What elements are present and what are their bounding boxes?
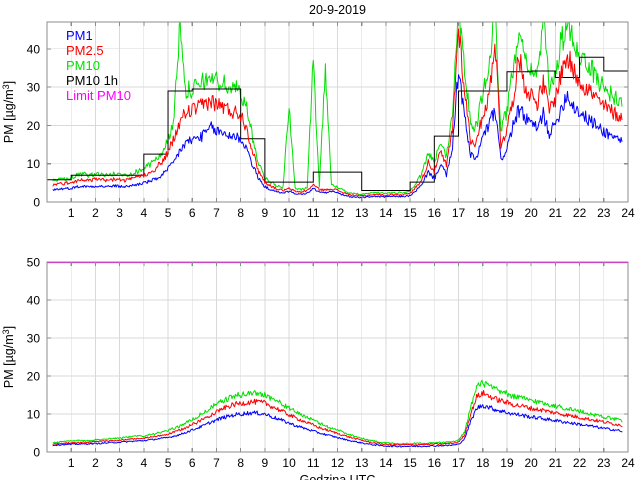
ytick-label: 50 [27, 256, 41, 270]
ytick-label: 30 [27, 332, 41, 346]
xtick-label: 22 [573, 206, 587, 220]
xtick-label: 15 [403, 456, 417, 470]
xtick-label: 5 [165, 456, 172, 470]
xtick-label: 12 [331, 206, 345, 220]
xtick-label: 18 [476, 206, 490, 220]
legend-entry-pm2-5: PM2.5 [66, 43, 104, 58]
xtick-label: 14 [379, 206, 393, 220]
ytick-label: 30 [27, 81, 41, 95]
xtick-label: 20 [524, 206, 538, 220]
xtick-label: 18 [476, 456, 490, 470]
xtick-label: 10 [282, 206, 296, 220]
xtick-label: 5 [165, 206, 172, 220]
y-axis-label-bracket: ] [2, 326, 16, 329]
series-line-pm2-5 [52, 28, 623, 197]
series-step-pm10-1h [47, 56, 628, 192]
xtick-label: 11 [307, 206, 320, 220]
xtick-label: 21 [549, 206, 563, 220]
xtick-label: 9 [262, 206, 269, 220]
xtick-label: 22 [573, 456, 587, 470]
plot-area [47, 262, 628, 448]
xtick-label: 23 [597, 206, 611, 220]
xtick-label: 17 [452, 456, 466, 470]
xtick-label: 20 [524, 456, 538, 470]
ytick-label: 20 [27, 119, 41, 133]
legend-entry-pm10: PM10 [66, 58, 100, 73]
ytick-label: 10 [27, 157, 41, 171]
xtick-label: 21 [549, 456, 563, 470]
xtick-label: 19 [500, 206, 514, 220]
xtick-label: 16 [428, 206, 442, 220]
xtick-label: 11 [307, 456, 320, 470]
xtick-label: 6 [189, 206, 196, 220]
xtick-label: 15 [403, 206, 417, 220]
plot-area [47, 22, 628, 199]
legend-entry-limit-pm10: Limit PM10 [66, 88, 131, 103]
y-axis-label-bracket: ] [2, 81, 16, 84]
xtick-label: 14 [379, 456, 393, 470]
xtick-label: 2 [92, 456, 99, 470]
y-axis-label: PM [µg/m3] [1, 81, 16, 143]
y-axis-label-text: PM [µg/m3] [1, 81, 16, 143]
ytick-label: 10 [27, 408, 41, 422]
xtick-label: 7 [213, 456, 220, 470]
chart-title: 20-9-2019 [309, 3, 366, 17]
y-axis-label-exponent: 3 [1, 84, 11, 89]
xtick-label: 4 [140, 456, 147, 470]
xtick-label: 1 [68, 206, 75, 220]
xtick-label: 4 [140, 206, 147, 220]
xtick-label: 1 [68, 456, 75, 470]
series-line-pm10 [52, 22, 623, 196]
legend-entry-pm1: PM1 [66, 28, 93, 43]
xtick-label: 8 [237, 456, 244, 470]
series-line-pm10 [52, 379, 623, 445]
xtick-label: 3 [116, 456, 123, 470]
y-axis-label-base: PM [µg/m [2, 334, 16, 388]
ytick-label: 0 [33, 196, 40, 210]
y-axis-label: PM [µg/m3] [1, 326, 16, 388]
ytick-label: 40 [27, 294, 41, 308]
xtick-label: 6 [189, 456, 196, 470]
xtick-label: 3 [116, 206, 123, 220]
xtick-label: 24 [621, 456, 635, 470]
y-axis-label-exponent: 3 [1, 329, 11, 334]
xtick-label: 9 [262, 456, 269, 470]
xtick-label: 12 [331, 456, 345, 470]
xtick-label: 13 [355, 456, 369, 470]
xtick-label: 16 [428, 456, 442, 470]
series-line-pm1 [52, 74, 623, 199]
xtick-label: 2 [92, 206, 99, 220]
xtick-label: 19 [500, 456, 514, 470]
panel-top-panel: 1 2 3 4 5 6 7 8 9 10 11 12 13 14 15 16 17 18 19 20 21 22 23 240… [1, 3, 635, 220]
xtick-label: 10 [282, 456, 296, 470]
legend-entry-pm10-1h: PM10 1h [66, 73, 118, 88]
x-axis-label: Godzina UTC [300, 473, 376, 480]
y-axis-label-base: PM [µg/m [2, 89, 16, 143]
y-axis-label-text: PM [µg/m3] [1, 326, 16, 388]
series-line-pm1 [52, 404, 623, 448]
ytick-label: 0 [33, 446, 40, 460]
xtick-label: 23 [597, 456, 611, 470]
ytick-label: 20 [27, 370, 41, 384]
xtick-label: 24 [621, 206, 635, 220]
xtick-label: 17 [452, 206, 466, 220]
ytick-label: 40 [27, 42, 41, 56]
xtick-label: 13 [355, 206, 369, 220]
xtick-label: 8 [237, 206, 244, 220]
panel-bottom-panel: 1 2 3 4 5 6 7 8 9 10 11 12 13 14 15 16 17 18 19 20 21 22 23 240… [1, 256, 635, 485]
xtick-label: 7 [213, 206, 220, 220]
series-line-pm2-5 [52, 389, 623, 446]
